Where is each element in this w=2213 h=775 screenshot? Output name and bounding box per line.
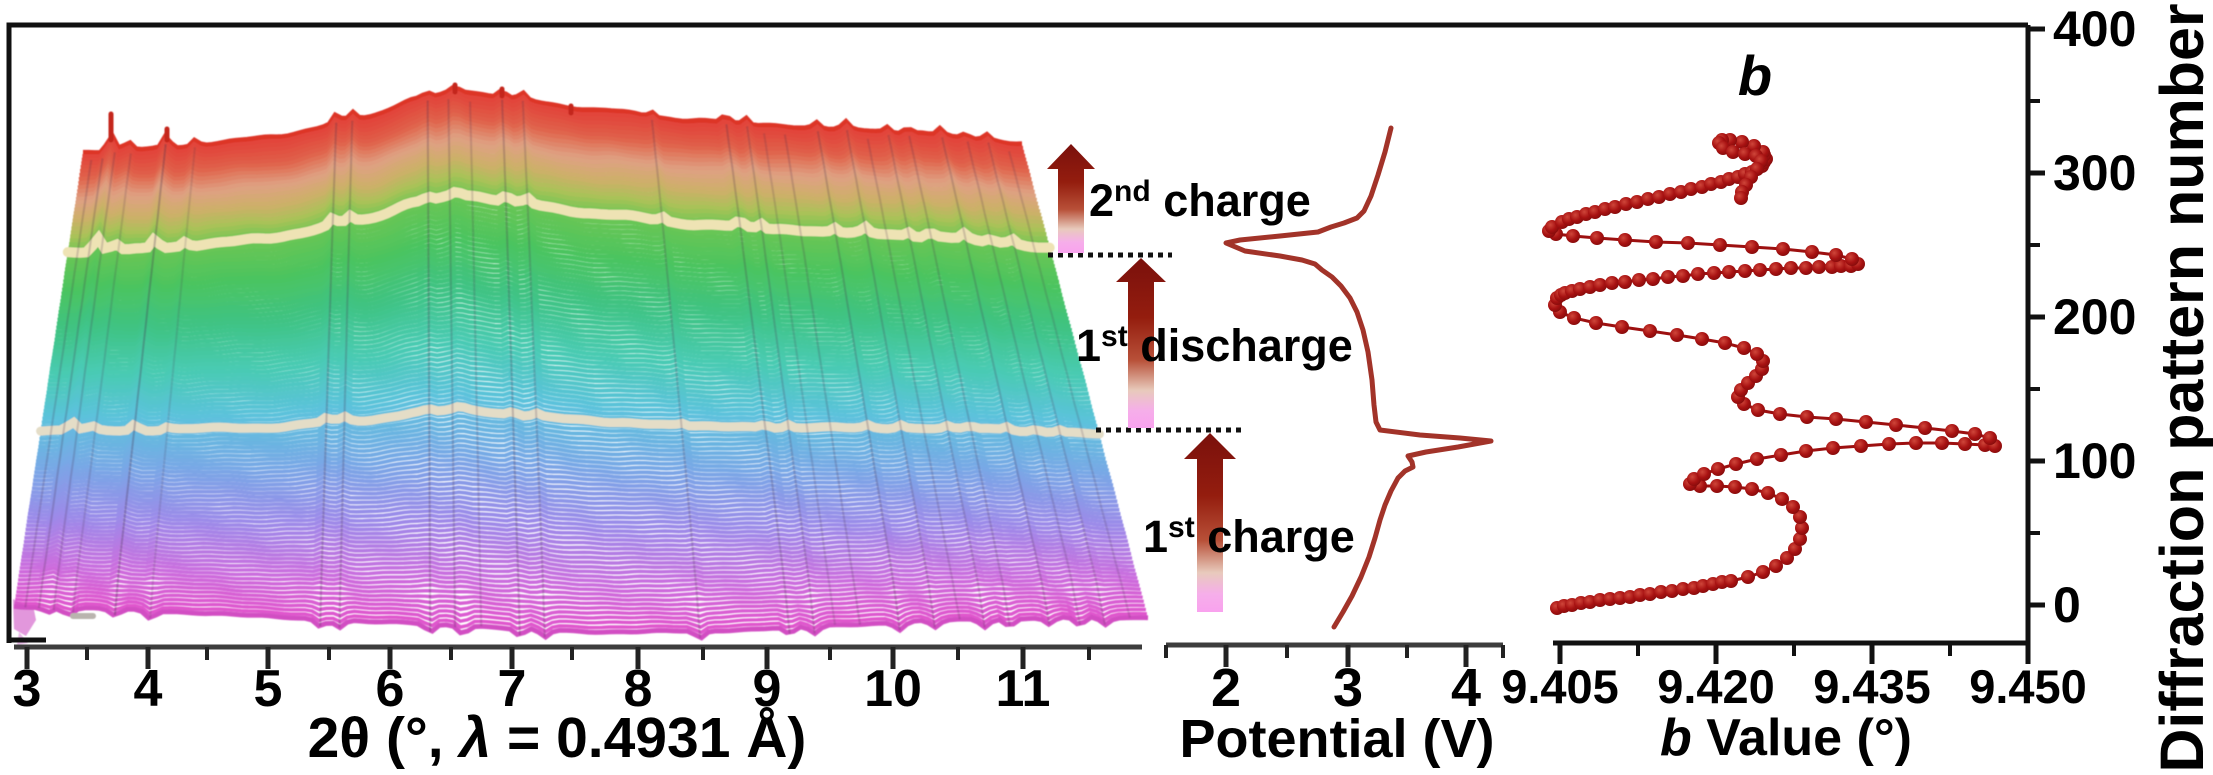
svg-text:2: 2: [1211, 658, 1241, 718]
svg-text:Diffraction pattern number: Diffraction pattern number: [2148, 3, 2213, 772]
svg-text:3: 3: [13, 660, 42, 718]
svg-text:8: 8: [624, 660, 653, 718]
svg-text:4: 4: [134, 660, 163, 718]
svg-text:11: 11: [996, 660, 1051, 718]
svg-text:3: 3: [1333, 658, 1363, 718]
svg-text:100: 100: [2053, 433, 2136, 489]
svg-text:b: b: [1738, 44, 1772, 107]
svg-text:9.420: 9.420: [1657, 660, 1775, 713]
svg-text:9.435: 9.435: [1813, 660, 1931, 713]
svg-text:9.405: 9.405: [1501, 660, 1619, 713]
svg-text:9: 9: [753, 660, 782, 718]
svg-text:2θ (°, λ = 0.4931 Å): 2θ (°, λ = 0.4931 Å): [308, 706, 807, 770]
svg-text:4: 4: [1451, 658, 1481, 718]
svg-text:5: 5: [254, 660, 283, 718]
svg-text:0: 0: [2053, 577, 2081, 633]
svg-text:200: 200: [2053, 289, 2136, 345]
svg-text:10: 10: [864, 660, 922, 718]
svg-text:9.450: 9.450: [1969, 660, 2087, 713]
svg-text:400: 400: [2053, 1, 2136, 57]
svg-text:300: 300: [2053, 145, 2136, 201]
svg-text:1st discharge: 1st discharge: [1076, 320, 1353, 371]
svg-text:7: 7: [498, 660, 527, 718]
svg-text:6: 6: [376, 660, 405, 718]
svg-text:b Value (°): b Value (°): [1660, 709, 1912, 767]
svg-text:Potential (V): Potential (V): [1179, 709, 1494, 769]
